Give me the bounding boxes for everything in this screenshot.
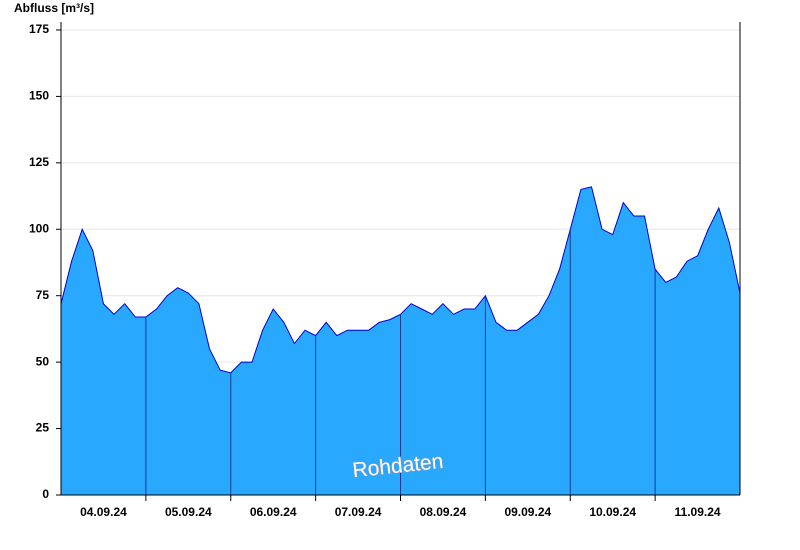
y-tick-label: 75 (36, 288, 50, 302)
x-tick-label: 05.09.24 (165, 505, 212, 519)
area-line (60, 186, 741, 374)
y-axis-title: Abfluss [m³/s] (14, 1, 94, 15)
x-tick-label: 08.09.24 (420, 505, 467, 519)
x-tick-label: 10.09.24 (589, 505, 636, 519)
y-tick-label: 50 (36, 354, 50, 368)
y-tick-label: 175 (29, 22, 49, 36)
y-tick-label: 100 (29, 221, 49, 235)
x-tick-label: 04.09.24 (80, 505, 127, 519)
y-tick-label: 150 (29, 89, 49, 103)
x-tick-label: 07.09.24 (335, 505, 382, 519)
x-tick-label: 06.09.24 (250, 505, 297, 519)
x-tick-label: 11.09.24 (675, 505, 721, 519)
y-tick-label: 25 (36, 421, 50, 435)
y-tick-label: 125 (29, 155, 49, 169)
x-tick-label: 09.09.24 (504, 505, 551, 519)
y-tick-label: 0 (42, 487, 49, 501)
